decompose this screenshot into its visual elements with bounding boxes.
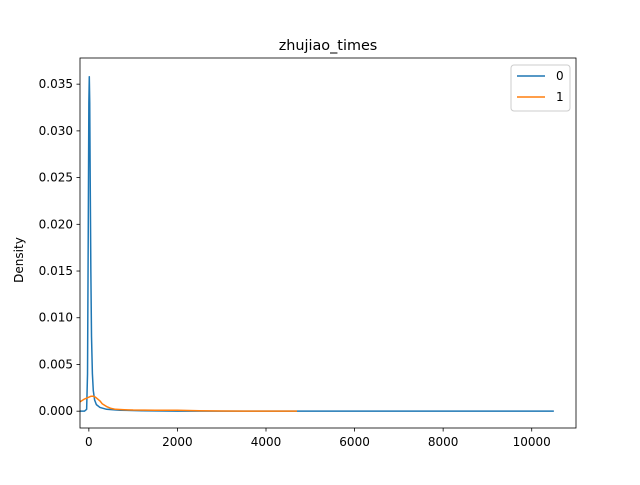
y-tick-label: 0.025 — [39, 171, 73, 185]
x-tick-label: 10000 — [513, 435, 551, 449]
x-tick-label: 4000 — [251, 435, 282, 449]
y-tick-label: 0.000 — [39, 404, 73, 418]
y-tick-label: 0.010 — [39, 311, 73, 325]
x-tick-label: 0 — [85, 435, 93, 449]
chart-title: zhujiao_times — [279, 38, 378, 54]
series-line-0 — [80, 75, 554, 412]
x-tick-label: 2000 — [162, 435, 193, 449]
legend: 01 — [510, 64, 571, 112]
y-tick-label: 0.015 — [39, 264, 73, 278]
plot-frame — [79, 57, 577, 429]
y-tick-label: 0.020 — [39, 217, 73, 231]
legend-label-1: 1 — [556, 90, 564, 104]
y-axis: 0.000 0.005 0.010 0.015 0.020 0.025 0.030 0.035 — [39, 77, 80, 418]
y-tick-label: 0.035 — [39, 77, 73, 91]
x-tick-label: 8000 — [428, 435, 459, 449]
series-layer — [80, 75, 554, 412]
y-axis-label: Density — [12, 237, 26, 283]
legend-label-0: 0 — [556, 69, 564, 83]
y-tick-label: 0.030 — [39, 124, 73, 138]
x-axis: 0 2000 4000 6000 8000 10000 — [85, 428, 551, 449]
series-line-1 — [80, 395, 297, 412]
x-tick-label: 6000 — [339, 435, 370, 449]
y-tick-label: 0.005 — [39, 357, 73, 371]
